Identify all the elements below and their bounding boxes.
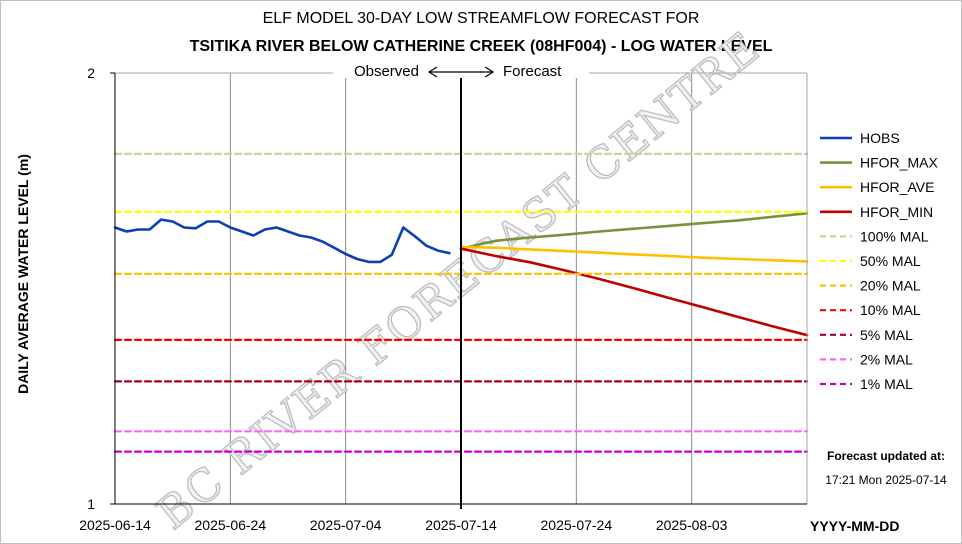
y-axis-label: DAILY AVERAGE WATER LEVEL (m) bbox=[15, 154, 31, 394]
series-line-hobs bbox=[113, 218, 451, 264]
legend-label-5-mal: 5% MAL bbox=[860, 327, 913, 343]
arrow-left-head bbox=[427, 66, 438, 78]
legend-label-hfor-ave: HFOR_AVE bbox=[860, 179, 934, 195]
legend-label-50-mal: 50% MAL bbox=[860, 253, 921, 269]
forecast-label: Forecast bbox=[503, 63, 562, 80]
forecast-updated-timestamp: 17:21 Mon 2025-07-14 bbox=[825, 473, 947, 487]
forecast-updated-heading: Forecast updated at: bbox=[827, 449, 945, 463]
legend-label-hobs: HOBS bbox=[860, 130, 900, 146]
series-line-hfor-min bbox=[459, 247, 809, 337]
legend-label-2-mal: 2% MAL bbox=[860, 351, 913, 367]
legend-label-hfor-max: HFOR_MAX bbox=[860, 155, 938, 171]
watermark: BC RIVER FORECAST CENTRE bbox=[147, 21, 771, 540]
series-line-hfor-ave bbox=[459, 245, 809, 263]
x-tick-label-4: 2025-07-24 bbox=[541, 517, 613, 533]
observed-label: Observed bbox=[354, 63, 419, 80]
legend: HOBS HFOR_MAX HFOR_AVE HFOR_MIN 100% MAL 50% … bbox=[820, 130, 938, 392]
legend-label-100-mal: 100% MAL bbox=[860, 228, 929, 244]
y-tick-label-0: 1 bbox=[87, 496, 95, 512]
legend-label-hfor-min: HFOR_MIN bbox=[860, 204, 933, 220]
chart-subtitle: TSITIKA RIVER BELOW CATHERINE CREEK (08H… bbox=[190, 38, 773, 55]
y-tick-label-1: 2 bbox=[87, 65, 95, 81]
arrow-right-head bbox=[484, 66, 495, 78]
axes: Observed Forecast bbox=[110, 60, 808, 509]
x-tick-label-0: 2025-06-14 bbox=[79, 517, 151, 533]
x-tick-label-2: 2025-07-04 bbox=[310, 517, 382, 533]
legend-label-10-mal: 10% MAL bbox=[860, 302, 921, 318]
watermark-text: BC RIVER FORECAST CENTRE bbox=[148, 22, 771, 540]
x-tick-label-3: 2025-07-14 bbox=[425, 517, 497, 533]
legend-label-20-mal: 20% MAL bbox=[860, 278, 921, 294]
x-tick-label-1: 2025-06-24 bbox=[195, 517, 267, 533]
x-tick-label-5: 2025-08-03 bbox=[656, 517, 728, 533]
x-axis-label: YYYY-MM-DD bbox=[810, 518, 899, 534]
chart-title: ELF MODEL 30-DAY LOW STREAMFLOW FORECAST… bbox=[263, 10, 700, 27]
forecast-label-background bbox=[333, 60, 589, 78]
series-line-hfor-max bbox=[459, 212, 809, 250]
tick-labels: 2025-06-14 2025-06-24 2025-07-04 2025-07-14… bbox=[79, 65, 727, 533]
legend-label-1-mal: 1% MAL bbox=[860, 376, 913, 392]
